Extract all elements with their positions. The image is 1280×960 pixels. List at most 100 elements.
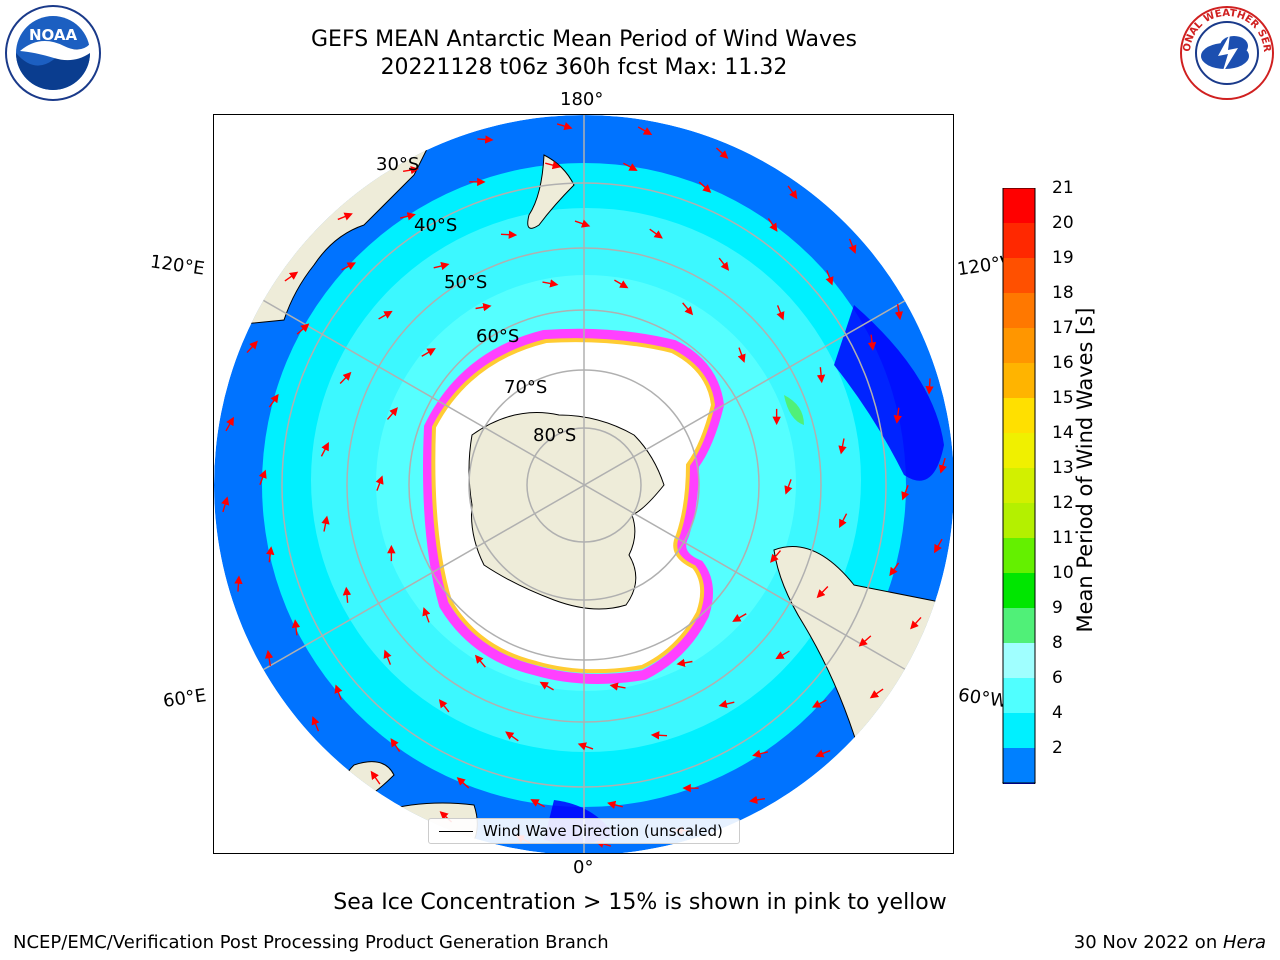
graticule bbox=[214, 115, 953, 853]
wave-direction-arrow bbox=[390, 738, 401, 752]
colorbar-tick-label: 17 bbox=[1052, 318, 1074, 338]
wave-direction-arrow bbox=[475, 303, 492, 312]
colorbar-segment bbox=[1003, 713, 1035, 748]
colorbar-tick-label: 8 bbox=[1052, 633, 1063, 653]
colorbar-segment bbox=[1003, 608, 1035, 643]
wave-direction-arrow bbox=[901, 485, 910, 501]
wave-direction-arrow bbox=[337, 212, 353, 221]
wave-direction-arrow bbox=[776, 305, 785, 321]
colorbar-tick-label: 6 bbox=[1052, 668, 1063, 688]
wave-direction-arrow bbox=[816, 367, 826, 384]
wave-direction-arrow bbox=[234, 575, 243, 592]
wave-direction-arrow bbox=[433, 261, 450, 271]
wave-direction-arrow bbox=[715, 147, 729, 159]
wave-direction-arrow bbox=[264, 649, 274, 667]
meridian-60e-120w bbox=[214, 271, 953, 699]
wave-period-green-patch bbox=[784, 395, 804, 425]
polar-map: 30°S 40°S 50°S 60°S 70°S 80°S bbox=[213, 114, 954, 854]
wave-direction-arrow bbox=[737, 347, 746, 363]
wave-direction-arrow bbox=[867, 334, 877, 351]
wave-direction-arrow bbox=[816, 585, 829, 599]
colorbar-segment bbox=[1003, 433, 1035, 468]
wave-direction-arrow bbox=[225, 416, 234, 432]
footer-host: Hera bbox=[1222, 932, 1266, 953]
wave-direction-arrow bbox=[342, 586, 352, 603]
wave-direction-arrow bbox=[869, 688, 884, 699]
colorbar-tick-label: 2 bbox=[1052, 738, 1063, 758]
colorbar-tick-label: 18 bbox=[1052, 283, 1074, 303]
lon-label-60e: 60°E bbox=[161, 685, 208, 712]
polar-map-svg: 30°S 40°S 50°S 60°S 70°S 80°S bbox=[214, 115, 953, 853]
wave-direction-arrow bbox=[698, 181, 712, 193]
colorbar-segment bbox=[1003, 643, 1035, 678]
wave-direction-arrow bbox=[732, 613, 747, 622]
wave-direction-arrow bbox=[825, 270, 834, 286]
wave-direction-arrow bbox=[889, 562, 900, 577]
wave-direction-arrow bbox=[402, 165, 420, 175]
nws-logo: NATIONAL WEATHER SERVICE bbox=[1174, 0, 1276, 102]
wave-direction-arrow bbox=[893, 407, 902, 424]
noaa-logo: NOAA bbox=[4, 4, 102, 102]
map-subtitle: 20221128 t06z 360h fcst Max: 11.32 bbox=[380, 55, 788, 80]
wave-direction-arrow bbox=[607, 800, 623, 809]
wave-direction-arrow bbox=[577, 742, 594, 751]
wave-direction-arrow bbox=[334, 684, 343, 700]
wave-direction-arrow bbox=[815, 749, 831, 758]
wave-direction-arrow bbox=[894, 303, 904, 321]
colorbar-segment bbox=[1003, 223, 1035, 258]
wave-direction-arrow bbox=[934, 538, 943, 554]
wave-direction-arrow bbox=[682, 302, 694, 316]
colorbar-segment bbox=[1003, 398, 1035, 433]
wave-direction-arrow bbox=[456, 777, 470, 789]
wave-direction-arrow bbox=[311, 716, 320, 732]
wave-direction-arrow bbox=[609, 682, 626, 691]
wave-direction-arrow bbox=[321, 515, 330, 532]
colorbar-segment bbox=[1003, 573, 1035, 608]
colorbar bbox=[1002, 188, 1036, 784]
colorbar-segment bbox=[1003, 363, 1035, 398]
wave-direction-arrow bbox=[910, 616, 922, 630]
wave-direction-arrow bbox=[383, 649, 392, 665]
wave-direction-arrow bbox=[539, 681, 554, 691]
wave-direction-arrow bbox=[775, 650, 790, 660]
wave-direction-arrow bbox=[320, 441, 329, 457]
wave-direction-arrow bbox=[623, 162, 638, 171]
wave-period-max-patch-east bbox=[834, 305, 944, 481]
wave-direction-arrow bbox=[477, 135, 494, 144]
colorbar-tick-label: 4 bbox=[1052, 703, 1063, 723]
wave-direction-arrow bbox=[378, 310, 393, 320]
wave-direction-arrow bbox=[676, 658, 693, 667]
wave-direction-arrow bbox=[500, 230, 518, 239]
land-new-zealand bbox=[527, 154, 575, 229]
wave-direction-arrow bbox=[399, 212, 416, 221]
wave-direction-arrow bbox=[291, 619, 301, 636]
sea-ice-edge-pink bbox=[423, 328, 725, 684]
colorbar-outline bbox=[1002, 188, 1036, 784]
wave-direction-arrow bbox=[296, 323, 310, 335]
legend-line-sample bbox=[439, 830, 473, 832]
wave-direction-arrow bbox=[556, 122, 573, 131]
lat-label-40s: 40°S bbox=[414, 215, 457, 236]
colorbar-tick-label: 9 bbox=[1052, 598, 1063, 618]
land-madagascar-coast bbox=[214, 733, 305, 853]
wave-direction-arrow bbox=[268, 393, 279, 408]
wave-direction-arrow bbox=[925, 378, 934, 395]
map-legend: Wind Wave Direction (unscaled) bbox=[428, 818, 740, 844]
footer-date: 30 Nov 2022 on Hera bbox=[1074, 932, 1266, 953]
colorbar-tick-label: 11 bbox=[1052, 528, 1074, 548]
colorbar-tick-label: 21 bbox=[1052, 178, 1074, 198]
wave-direction-arrow bbox=[839, 513, 848, 529]
lat-label-80s: 80°S bbox=[533, 425, 576, 446]
colorbar-tick-label: 13 bbox=[1052, 458, 1074, 478]
colorbar-segment bbox=[1003, 748, 1035, 783]
colorbar-tick-label: 15 bbox=[1052, 388, 1074, 408]
colorbar-label: Mean Period of Wind Waves [s] bbox=[1073, 307, 1097, 633]
colorbar-segment bbox=[1003, 188, 1035, 223]
wave-direction-arrow bbox=[246, 340, 258, 354]
colorbar-segment bbox=[1003, 538, 1035, 573]
colorbar-segment bbox=[1003, 503, 1035, 538]
wave-direction-arrow bbox=[421, 348, 436, 357]
colorbar-segment bbox=[1003, 293, 1035, 328]
colorbar-tick-label: 10 bbox=[1052, 563, 1074, 583]
wave-direction-arrow bbox=[787, 185, 798, 200]
